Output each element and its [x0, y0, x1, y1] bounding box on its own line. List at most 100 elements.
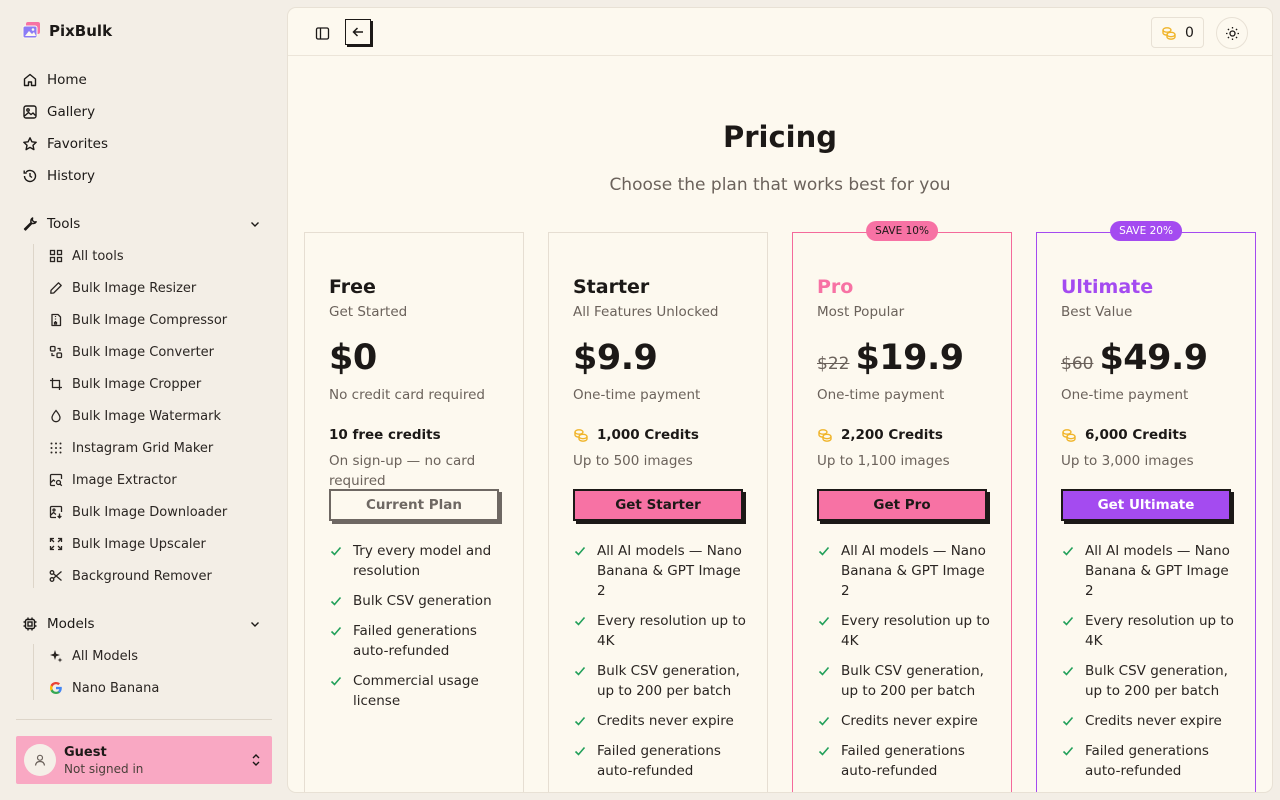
price-note: One-time payment [817, 387, 945, 403]
feature-list: Try every model and resolution Bulk CSV … [329, 541, 509, 721]
sub-item-bulk-image-downloader[interactable]: Bulk Image Downloader [49, 500, 269, 524]
check-icon [574, 616, 586, 626]
plan-card-ultimate: SAVE 20% Ultimate Best Value $60 $49.9 O… [1036, 221, 1256, 792]
feature-text: Failed generations auto-refunded [353, 623, 477, 659]
plan-credits-sub: Up to 1,100 images [817, 453, 950, 469]
nav-item-label: History [47, 168, 96, 184]
credits-count: 0 [1185, 24, 1194, 41]
save-badge: SAVE 10% [866, 221, 938, 241]
sub-item-label: Bulk Image Converter [72, 344, 215, 360]
feature-item: All AI models — Nano Banana & GPT Image … [817, 541, 997, 601]
plan-tagline: Most Popular [817, 304, 905, 320]
current-plan-button[interactable]: Current Plan [329, 489, 499, 521]
feature-text: Bulk CSV generation, up to 200 per batch [1085, 663, 1228, 699]
main-panel: 0 Pricing Choose the plan that works bes… [288, 8, 1272, 792]
nav-item-label: Home [47, 72, 87, 88]
feature-item: All AI models — Nano Banana & GPT Image … [1061, 541, 1241, 601]
topbar: 0 [288, 8, 1272, 56]
feature-item: All AI models — Nano Banana & GPT Image … [573, 541, 753, 601]
brand[interactable]: PixBulk [22, 21, 112, 40]
feature-text: Bulk CSV generation, up to 200 per batch [597, 663, 740, 699]
section-tools-label: Tools [47, 216, 81, 232]
price-note: No credit card required [329, 387, 485, 403]
check-icon [1062, 616, 1074, 626]
sub-item-bulk-image-cropper[interactable]: Bulk Image Cropper [49, 372, 269, 396]
coins-icon [818, 429, 832, 442]
feature-list: All AI models — Nano Banana & GPT Image … [817, 541, 997, 791]
check-icon [330, 626, 342, 636]
plan-price: $9.9 [573, 338, 658, 378]
archive-icon [51, 313, 62, 327]
chevron-down-icon [251, 622, 259, 627]
feature-text: Failed generations auto-refunded [597, 743, 721, 779]
sub-item-label: Nano Banana [72, 680, 160, 696]
chevrons-up-down-icon [252, 754, 260, 766]
plan-credits-sub: Up to 500 images [573, 453, 693, 469]
plan-card-free: Free Get Started $0 No credit card requi… [304, 232, 524, 792]
models-subtree: All Models Nano Banana [33, 644, 159, 700]
sub-item-bulk-image-resizer[interactable]: Bulk Image Resizer [49, 276, 269, 300]
theme-toggle-button[interactable] [1216, 17, 1248, 49]
avatar [24, 744, 56, 776]
sub-item-label: All Models [72, 648, 139, 664]
sub-item-image-extractor[interactable]: Image Extractor [49, 468, 269, 492]
plan-credits: 6,000 Credits [1061, 427, 1187, 443]
feature-item: Commercial usage license [329, 671, 509, 711]
user-icon [34, 754, 46, 766]
feature-item: Bulk CSV generation, up to 200 per batch [817, 661, 997, 701]
sub-item-bulk-image-watermark[interactable]: Bulk Image Watermark [49, 404, 269, 428]
plan-tagline: All Features Unlocked [573, 304, 719, 320]
nav-item-home[interactable]: Home [22, 68, 262, 92]
feature-text: Failed generations auto-refunded [1085, 743, 1209, 779]
wrench-icon [23, 217, 37, 231]
sidebar-divider [16, 719, 272, 720]
image-search-icon [49, 473, 63, 487]
section-tools[interactable]: Tools [22, 212, 266, 236]
check-icon [574, 746, 586, 756]
plan-credits-label: 2,200 Credits [841, 427, 943, 443]
feature-text: Every resolution up to 4K [841, 613, 990, 649]
sub-item-instagram-grid-maker[interactable]: Instagram Grid Maker [49, 436, 269, 460]
expand-icon [49, 537, 63, 551]
sub-item-label: Image Extractor [72, 472, 177, 488]
get-starter-button[interactable]: Get Starter [573, 489, 743, 521]
coins-icon [574, 429, 588, 442]
user-menu[interactable]: Guest Not signed in [16, 736, 272, 784]
feature-text: Failed generations auto-refunded [841, 743, 965, 779]
plan-card-starter: Starter All Features Unlocked $9.9 One-t… [548, 232, 768, 792]
credits-balance[interactable]: 0 [1151, 17, 1204, 48]
sub-item-nano-banana[interactable]: Nano Banana [49, 676, 269, 700]
check-icon [1062, 746, 1074, 756]
feature-item: Credits never expire [573, 711, 753, 731]
back-button[interactable] [345, 19, 371, 45]
feature-text: All AI models — Nano Banana & GPT Image … [841, 543, 986, 599]
check-icon [818, 746, 830, 756]
price-note: One-time payment [573, 387, 701, 403]
plan-price: $0 [329, 338, 377, 378]
sub-item-bulk-image-upscaler[interactable]: Bulk Image Upscaler [49, 532, 269, 556]
nav-item-favorites[interactable]: Favorites [22, 132, 262, 156]
arrow-left-icon [352, 27, 363, 37]
sub-item-label: Background Remover [72, 568, 212, 584]
feature-text: Credits never expire [1085, 713, 1222, 729]
plan-name: Starter [573, 276, 650, 298]
chip-icon [23, 617, 37, 631]
sub-item-bulk-image-compressor[interactable]: Bulk Image Compressor [49, 308, 269, 332]
plan-name: Free [329, 276, 376, 298]
section-models[interactable]: Models [22, 612, 266, 636]
toggle-sidebar-button[interactable] [309, 20, 335, 46]
grid-icon [49, 249, 63, 263]
get-pro-button[interactable]: Get Pro [817, 489, 987, 521]
feature-item: Failed generations auto-refunded [329, 621, 509, 661]
sub-item-bulk-image-converter[interactable]: Bulk Image Converter [49, 340, 269, 364]
sub-item-background-remover[interactable]: Background Remover [49, 564, 269, 588]
plan-credits-label: 10 free credits [329, 427, 441, 443]
sub-item-all-models[interactable]: All Models [49, 644, 269, 668]
plan-credits: 10 free credits [329, 427, 441, 443]
feature-text: All AI models — Nano Banana & GPT Image … [1085, 543, 1230, 599]
plan-tagline: Best Value [1061, 304, 1133, 320]
nav-item-gallery[interactable]: Gallery [22, 100, 262, 124]
sub-item-all-tools[interactable]: All tools [49, 244, 269, 268]
nav-item-history[interactable]: History [22, 164, 262, 188]
get-ultimate-button[interactable]: Get Ultimate [1061, 489, 1231, 521]
